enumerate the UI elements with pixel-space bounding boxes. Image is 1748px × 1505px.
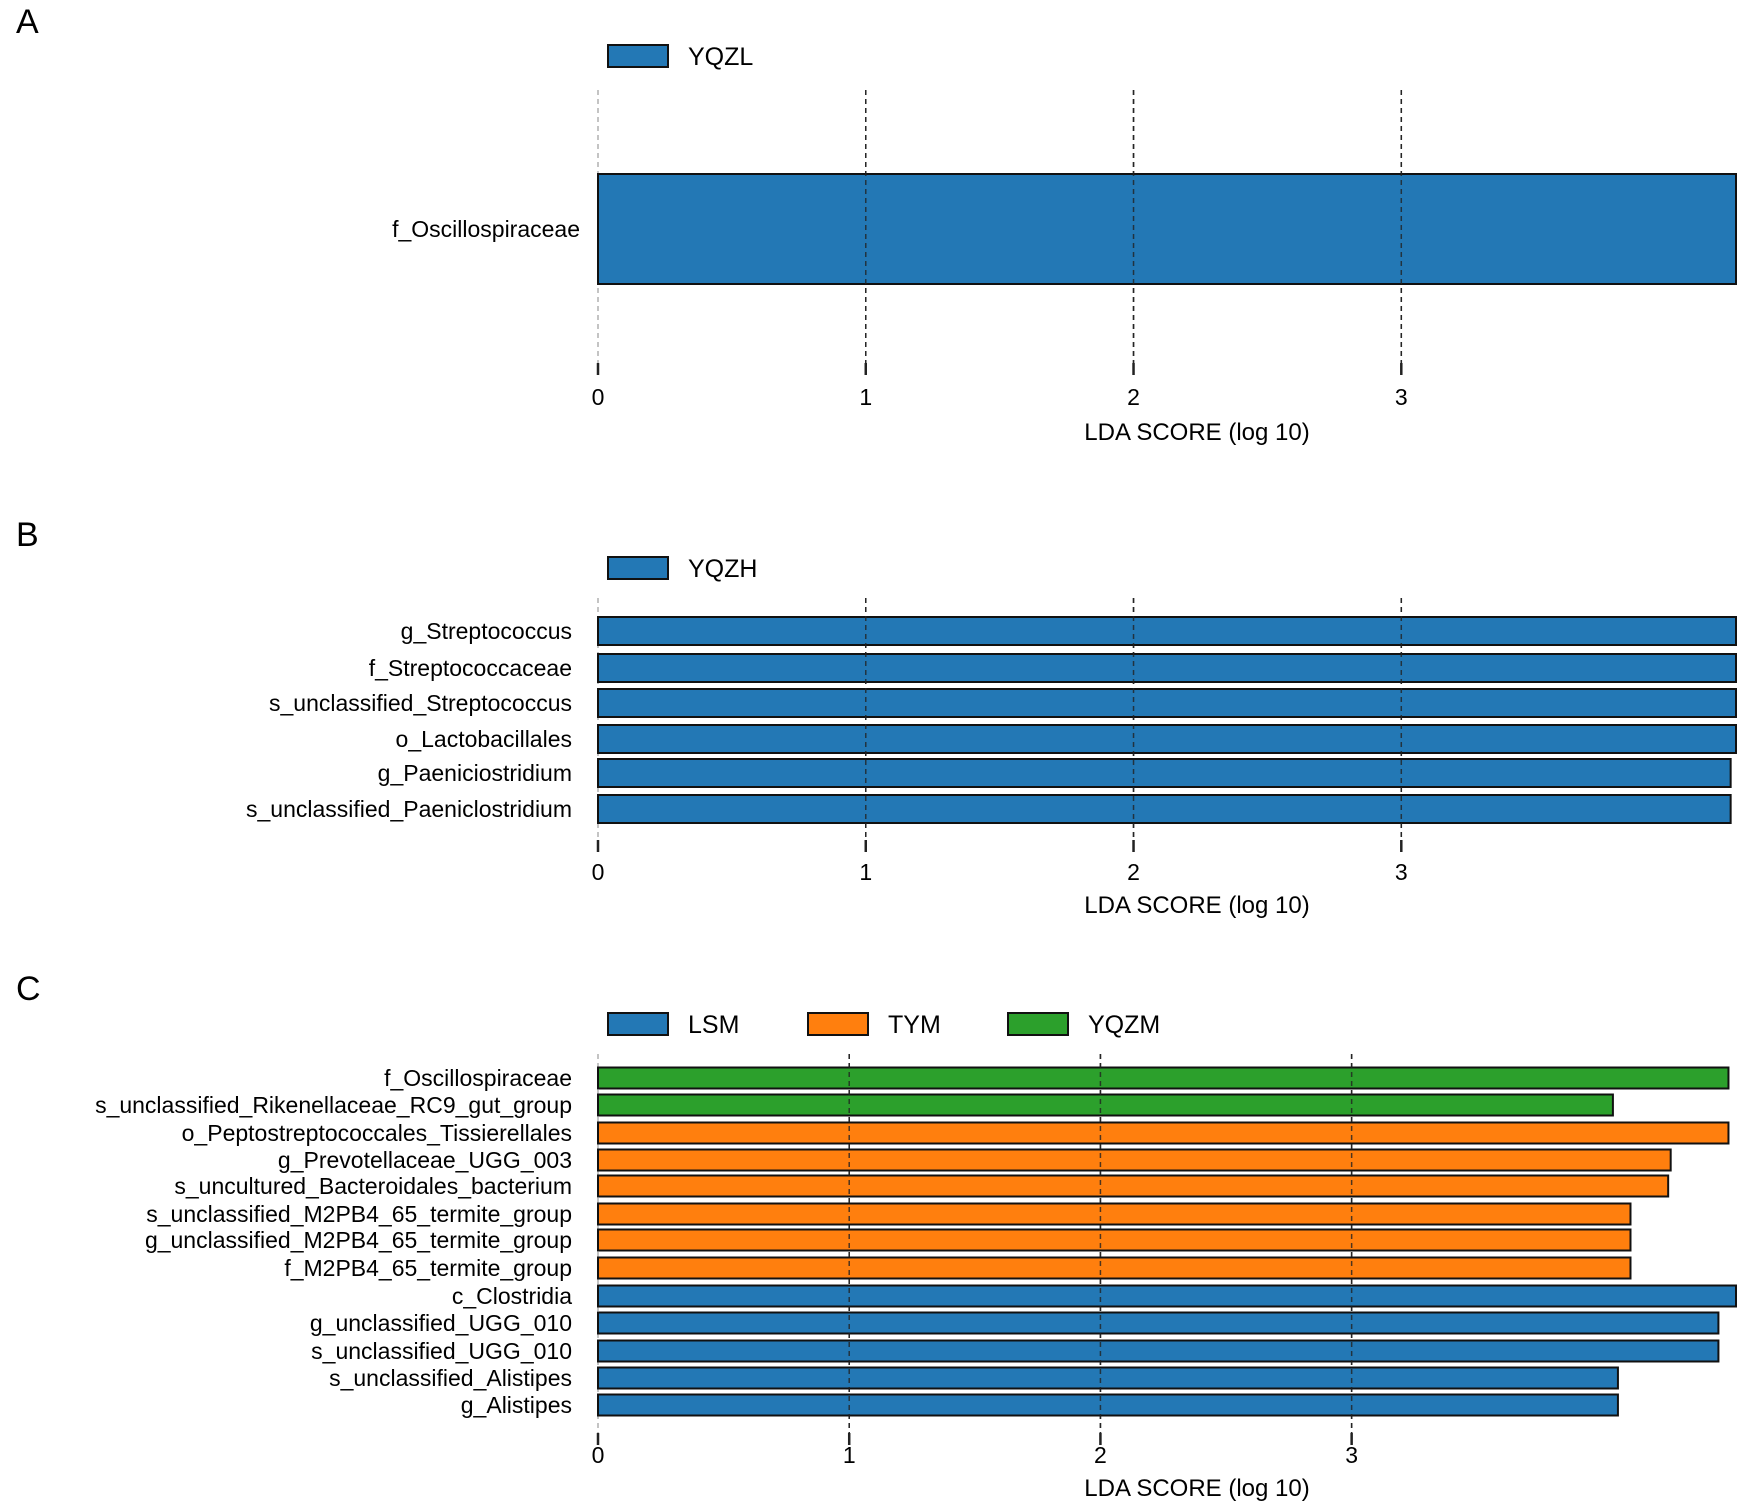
panel-letter: C [16, 970, 41, 1008]
category-label: g_Alistipes [461, 1392, 572, 1418]
category-label: g_unclassified_UGG_010 [310, 1310, 572, 1336]
bar-g_Streptococcus [597, 616, 1737, 646]
x-tick-label: 0 [592, 859, 605, 885]
bars: f_Oscillospiraceaes_unclassified_Rikenel… [95, 1065, 1737, 1418]
legend: YQZL [607, 43, 753, 71]
category-label: s_uncultured_Bacteroidales_bacterium [174, 1173, 572, 1199]
x-tick-label: 0 [592, 1442, 605, 1468]
category-label: s_unclassified_UGG_010 [311, 1338, 572, 1364]
bar-f_Oscillospiraceae [597, 173, 1737, 285]
x-tick-label: 2 [1127, 859, 1140, 885]
panel-A: A YQZL f_Oscillospiraceae 0 1 2 3 LDA SCORE (lo… [16, 3, 1737, 446]
bar-o_Lactobacillales [597, 724, 1737, 754]
x-tick-label: 2 [1127, 384, 1140, 410]
legend: YQZH [607, 555, 757, 583]
bar-g_Alistipes [597, 1393, 1619, 1417]
panel-letter: B [16, 516, 39, 554]
category-label: c_Clostridia [452, 1283, 572, 1309]
bar-g_Prevotellaceae_UGG_003 [597, 1148, 1672, 1172]
panel-B: B YQZH g_Streptococcus f_Streptococcaceae s_… [16, 516, 1737, 919]
legend-label-lsm: LSM [688, 1011, 739, 1039]
bar-s_unclassified_Paeniclostridium [597, 794, 1732, 824]
x-tick-label: 3 [1395, 384, 1408, 410]
category-label: g_unclassified_M2PB4_65_termite_group [145, 1227, 572, 1253]
bars: f_Oscillospiraceae [392, 173, 1737, 285]
category-label: s_unclassified_Paeniclostridium [246, 796, 572, 822]
bar-c_Clostridia [597, 1284, 1737, 1308]
bar-f_M2PB4_65_termite_group [597, 1256, 1632, 1280]
x-axis: 0 1 2 3 LDA SCORE (log 10) [592, 363, 1408, 446]
x-tick-label: 1 [859, 384, 872, 410]
bars: g_Streptococcus f_Streptococcaceae s_uncla… [246, 616, 1737, 824]
legend-label-yqzh: YQZH [688, 555, 757, 583]
category-label: s_unclassified_Rikenellaceae_RC9_gut_gro… [95, 1092, 572, 1118]
bar-s_uncultured_Bacteroidales_bacterium [597, 1174, 1670, 1198]
x-tick-label: 1 [843, 1442, 856, 1468]
category-label: s_unclassified_Streptococcus [269, 690, 572, 716]
legend-swatch-yqzl [607, 44, 669, 68]
gridlines-overlay [865, 90, 1403, 375]
legend-swatch-lsm [607, 1012, 669, 1036]
bar-g_unclassified_UGG_010 [597, 1311, 1720, 1335]
category-label: f_Streptococcaceae [369, 655, 572, 681]
x-tick-label: 2 [1094, 1442, 1107, 1468]
gridlines-overlay [848, 1054, 1353, 1445]
bar-o_Peptostreptococcales_Tissierellales [597, 1121, 1730, 1145]
category-label: s_unclassified_M2PB4_65_termite_group [146, 1201, 572, 1227]
category-label: g_Prevotellaceae_UGG_003 [278, 1147, 572, 1173]
bar-g_unclassified_M2PB4_65_termite_group [597, 1228, 1632, 1252]
bar-s_unclassified_M2PB4_65_termite_group [597, 1202, 1632, 1226]
x-axis-title: LDA SCORE (log 10) [1084, 419, 1309, 446]
category-label: s_unclassified_Alistipes [329, 1365, 572, 1391]
category-label: o_Lactobacillales [396, 726, 572, 752]
category-label: o_Peptostreptococcales_Tissierellales [182, 1120, 572, 1146]
panel-letter: A [16, 3, 39, 41]
legend-label-tym: TYM [888, 1011, 941, 1039]
category-label: g_Streptococcus [401, 618, 572, 644]
legend: LSM TYM YQZM [607, 1011, 1160, 1039]
category-label: f_M2PB4_65_termite_group [284, 1255, 572, 1281]
x-axis-title: LDA SCORE (log 10) [1084, 892, 1309, 919]
category-label: f_Oscillospiraceae [392, 216, 580, 242]
x-axis-title: LDA SCORE (log 10) [1084, 1475, 1309, 1502]
x-tick-label: 3 [1345, 1442, 1358, 1468]
legend-swatch-tym [807, 1012, 869, 1036]
x-tick-label: 1 [859, 859, 872, 885]
gridlines-overlay [865, 598, 1403, 852]
x-axis: 0 1 2 3 LDA SCORE (log 10) [592, 840, 1408, 919]
bar-s_unclassified_Streptococcus [597, 688, 1737, 718]
category-label: f_Oscillospiraceae [384, 1065, 572, 1091]
legend-label-yqzm: YQZM [1088, 1011, 1160, 1039]
bar-g_Paeniciostridium [597, 758, 1732, 788]
bar-s_unclassified_UGG_010 [597, 1339, 1720, 1363]
legend-swatch-yqzm [1007, 1012, 1069, 1036]
x-tick-label: 0 [592, 384, 605, 410]
bar-s_unclassified_Rikenellaceae_RC9_gut_group [597, 1093, 1614, 1117]
bar-f_Streptococcaceae [597, 653, 1737, 683]
x-axis: 0 1 2 3 LDA SCORE (log 10) [592, 1433, 1358, 1502]
legend-label-yqzl: YQZL [688, 43, 753, 71]
bar-s_unclassified_Alistipes [597, 1366, 1619, 1390]
bar-f_Oscillospiraceae [597, 1066, 1730, 1090]
category-label: g_Paeniciostridium [378, 760, 572, 786]
x-tick-label: 3 [1395, 859, 1408, 885]
legend-swatch-yqzh [607, 556, 669, 580]
